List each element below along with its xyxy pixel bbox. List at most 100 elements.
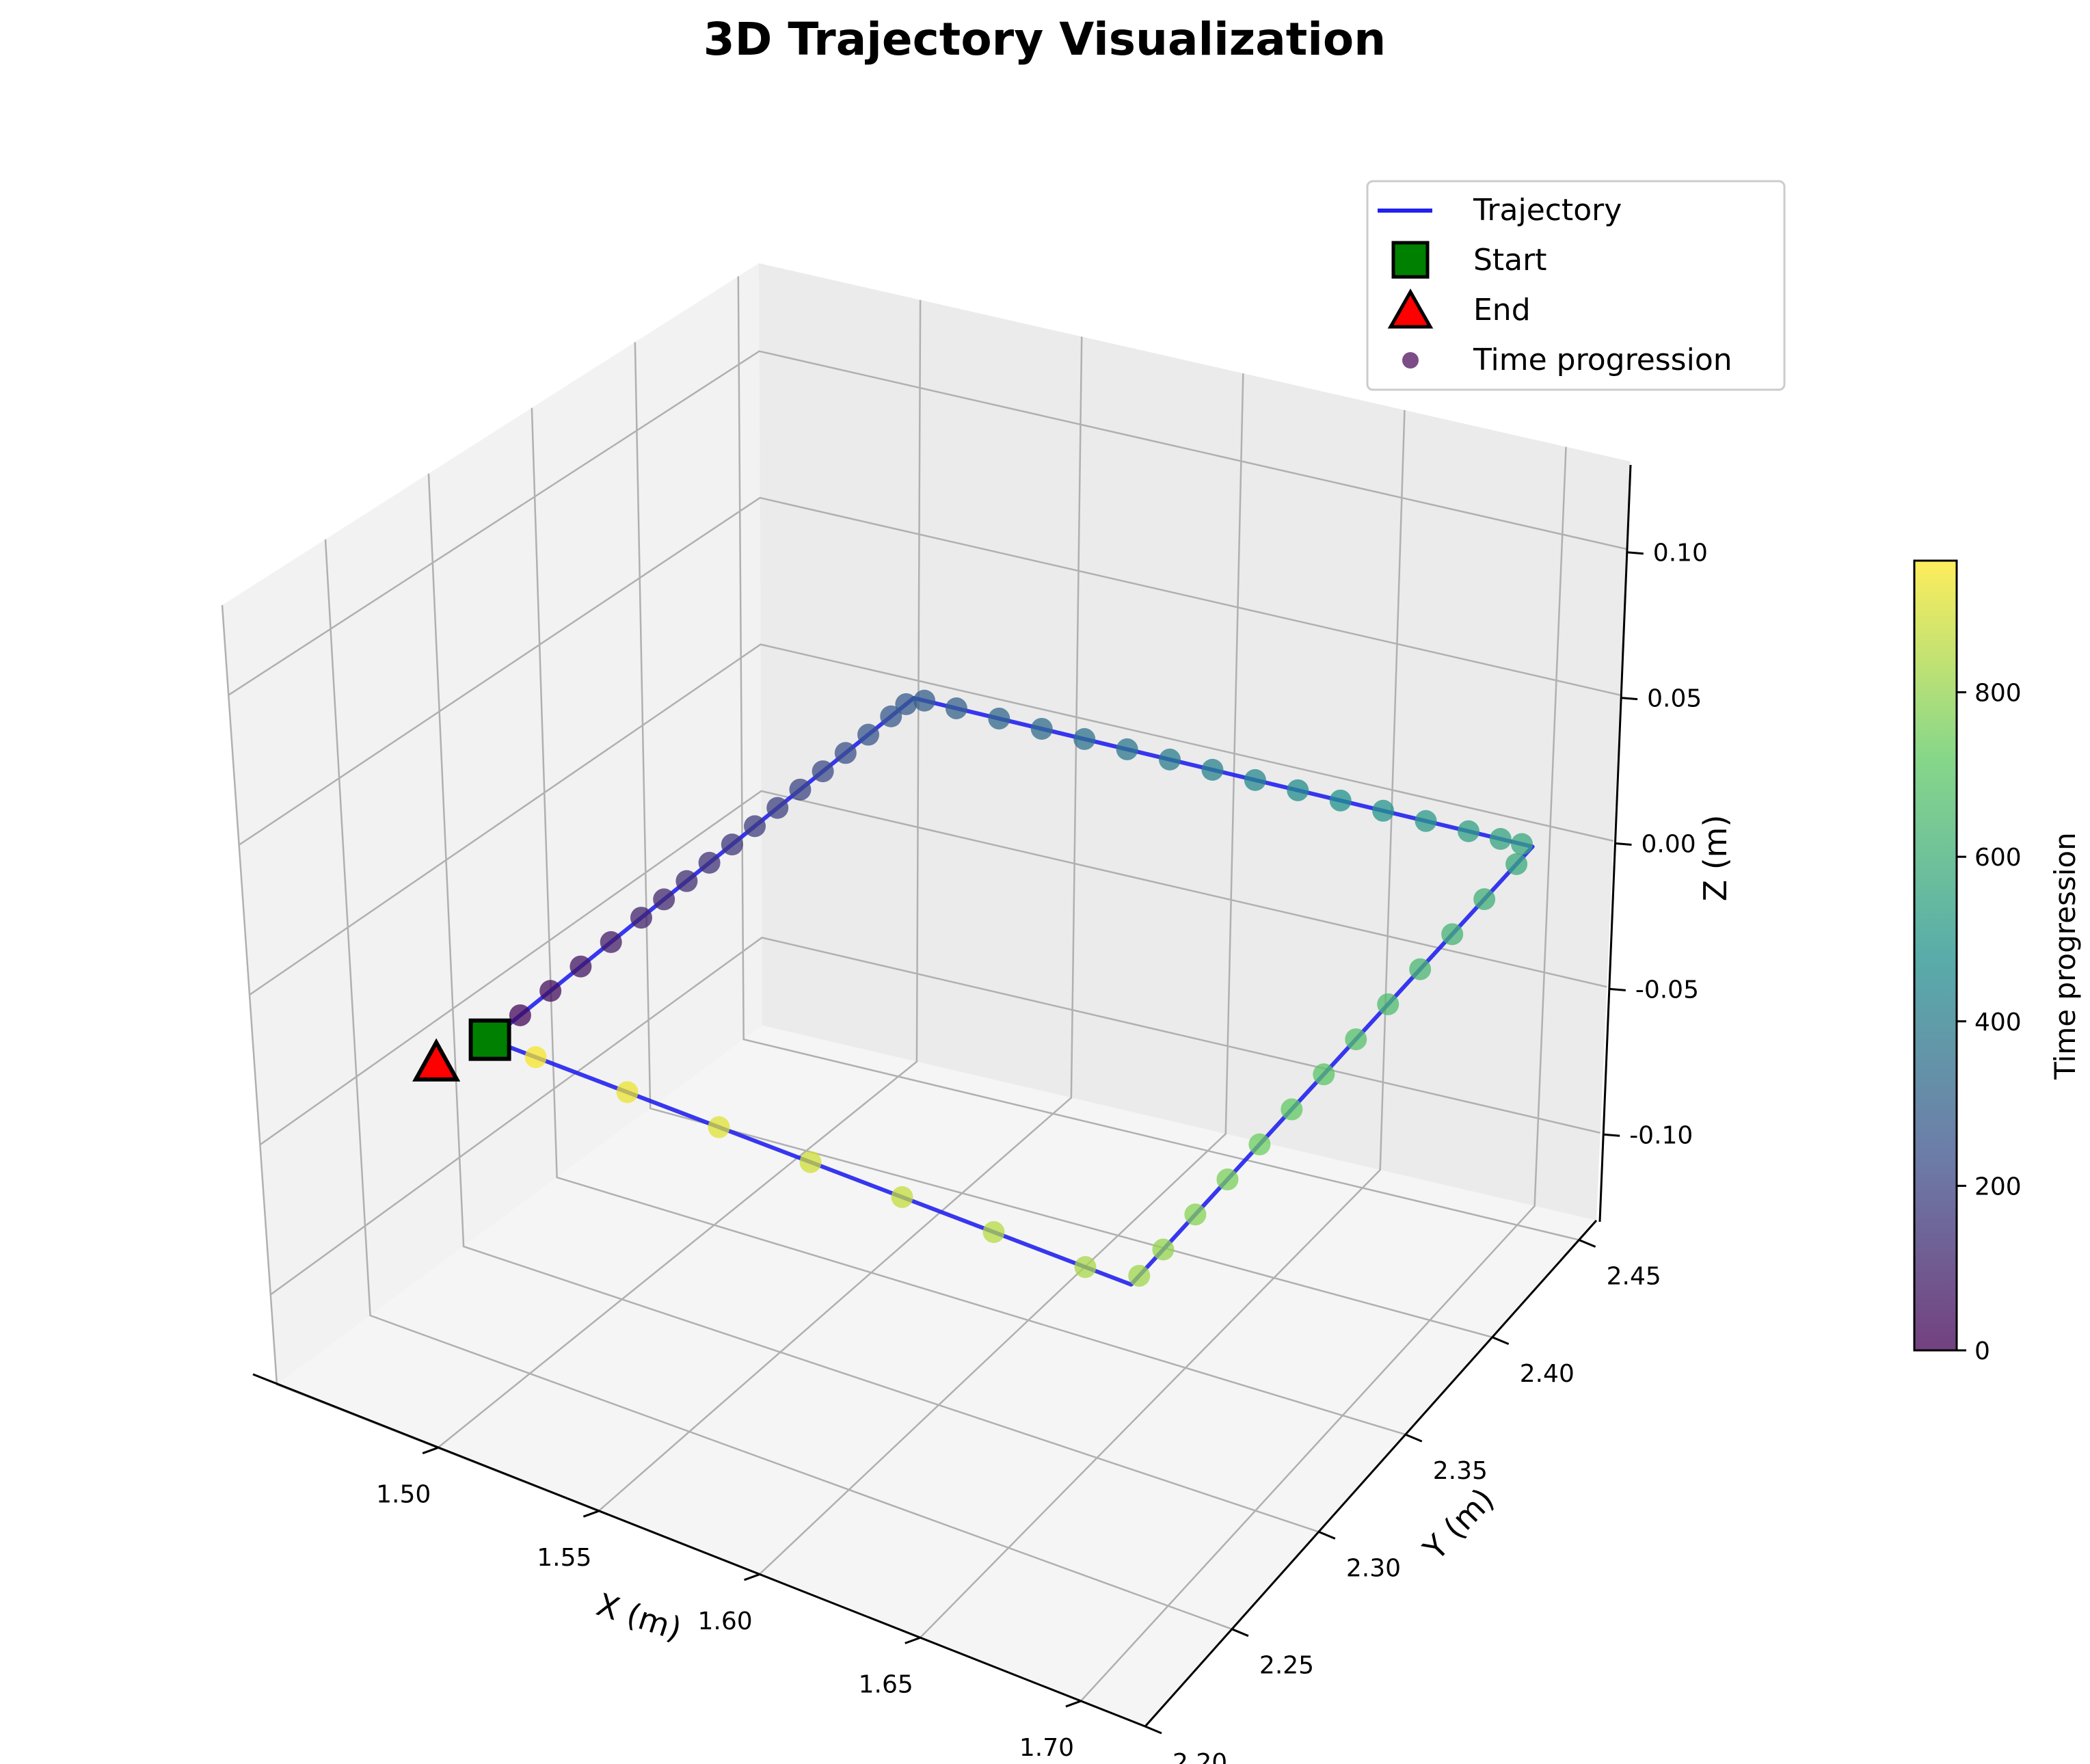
x-axis-line: [252, 1373, 1146, 1728]
y-tick-label: 2.25: [1259, 1652, 1314, 1680]
time-point: [1152, 1238, 1175, 1261]
time-point: [913, 689, 936, 712]
z-tick-mark: [1626, 551, 1644, 555]
legend-time-marker: [1402, 352, 1419, 369]
time-point: [616, 1081, 639, 1104]
grid-line-x: [919, 410, 1406, 1639]
colorbar-label: Time progression: [2048, 832, 2082, 1080]
time-point: [982, 1221, 1005, 1244]
colorbar-tick-label: 200: [1974, 1173, 2022, 1201]
time-point: [1329, 789, 1352, 812]
colorbar: 0 200 400 600 800 Time progression: [1913, 559, 2082, 1365]
x-tick-mark: [905, 1636, 921, 1644]
y-tick-mark: [1144, 1725, 1162, 1735]
time-point: [698, 851, 721, 874]
time-point: [524, 1046, 547, 1069]
y-tick-mark: [1405, 1433, 1423, 1443]
time-point: [675, 870, 698, 892]
y-tick-mark: [1318, 1530, 1336, 1540]
time-point: [1415, 810, 1437, 832]
z-tick-mark: [1615, 842, 1632, 846]
y-tick-label: 2.20: [1173, 1749, 1227, 1764]
colorbar-tick-label: 0: [1974, 1337, 1990, 1365]
grid-line-x: [758, 373, 1244, 1575]
grid-line-z: [238, 496, 1620, 846]
y-axis-line: [1144, 1220, 1598, 1727]
grid-line-z: [259, 790, 1607, 1146]
colorbar-ticks: 0 200 400 600 800: [1957, 680, 2022, 1365]
x-tick-label: 1.70: [1019, 1734, 1074, 1762]
time-point: [1116, 738, 1138, 760]
time-point: [857, 723, 880, 746]
legend-label-trajectory: Trajectory: [1473, 193, 1622, 228]
z-axis-label: Z (m): [1697, 815, 1734, 902]
y-tick-label: 2.40: [1520, 1360, 1575, 1388]
time-point: [1281, 1098, 1303, 1121]
grid-line-z: [249, 643, 1614, 996]
time-point: [1287, 779, 1309, 801]
y-tick-label: 2.45: [1607, 1262, 1661, 1290]
time-point: [744, 815, 766, 838]
grid-line-y: [634, 342, 1493, 1338]
time-point: [1505, 853, 1528, 875]
x-tick-label: 1.50: [376, 1481, 431, 1509]
time-point: [895, 693, 917, 715]
time-point: [1128, 1264, 1151, 1287]
y-tick-label: 2.30: [1346, 1554, 1401, 1582]
time-point: [766, 797, 789, 819]
y-tick-mark: [1231, 1628, 1249, 1638]
time-point: [880, 705, 902, 727]
legend-box: [1366, 180, 1786, 391]
time-point: [834, 742, 857, 764]
z-tick-label: -0.10: [1629, 1121, 1693, 1149]
z-tick-label: 0.00: [1642, 831, 1696, 859]
time-point: [812, 760, 834, 783]
x-axis-label: X (m): [592, 1586, 686, 1648]
chart-title: 3D Trajectory Visualization: [704, 13, 1386, 66]
grid-line-y: [324, 539, 1233, 1630]
time-point: [1441, 923, 1464, 946]
time-point: [570, 955, 592, 978]
time-point: [1074, 1256, 1097, 1279]
grid-line-y: [531, 407, 1406, 1436]
x-tick-mark: [582, 1510, 599, 1518]
colorbar-tick-label: 800: [1974, 680, 2022, 708]
legend-label-time-progression: Time progression: [1473, 343, 1732, 377]
time-point: [891, 1186, 913, 1208]
grid-line-y: [427, 473, 1319, 1533]
start-marker: [468, 1018, 511, 1061]
x-tick-mark: [1065, 1700, 1082, 1708]
time-point: [1244, 769, 1266, 791]
grid-line-x: [598, 336, 1083, 1512]
x-tick-label: 1.55: [537, 1544, 591, 1572]
z-tick-label: 0.05: [1647, 685, 1702, 713]
x-tick-label: 1.65: [859, 1670, 913, 1698]
z-tick-mark: [1609, 987, 1626, 991]
y-tick-label: 2.35: [1433, 1457, 1488, 1485]
x-tick-mark: [744, 1573, 760, 1581]
legend-end-marker: [1387, 288, 1434, 329]
legend-label-start: Start: [1473, 243, 1547, 278]
time-point: [1184, 1203, 1207, 1226]
time-point: [600, 931, 622, 953]
x-tick-label: 1.60: [697, 1607, 752, 1635]
grid-line-x: [437, 299, 922, 1449]
time-point: [1489, 828, 1512, 851]
legend: Trajectory Start End Time progression: [1366, 180, 1786, 391]
start-end-markers: [412, 1018, 511, 1082]
time-point: [1473, 888, 1496, 911]
time-point: [789, 778, 812, 801]
time-point: [1159, 748, 1181, 771]
time-point: [630, 907, 652, 929]
time-point: [539, 980, 562, 1002]
time-point: [945, 697, 967, 719]
y-tick-mark: [1492, 1336, 1510, 1346]
y-tick-mark: [1579, 1239, 1596, 1248]
time-point: [988, 707, 1010, 730]
time-point: [509, 1004, 531, 1026]
time-point: [653, 888, 675, 911]
time-point: [1457, 820, 1479, 842]
z-tick-mark: [1603, 1133, 1620, 1137]
end-marker: [412, 1038, 461, 1082]
time-point: [1409, 958, 1432, 980]
